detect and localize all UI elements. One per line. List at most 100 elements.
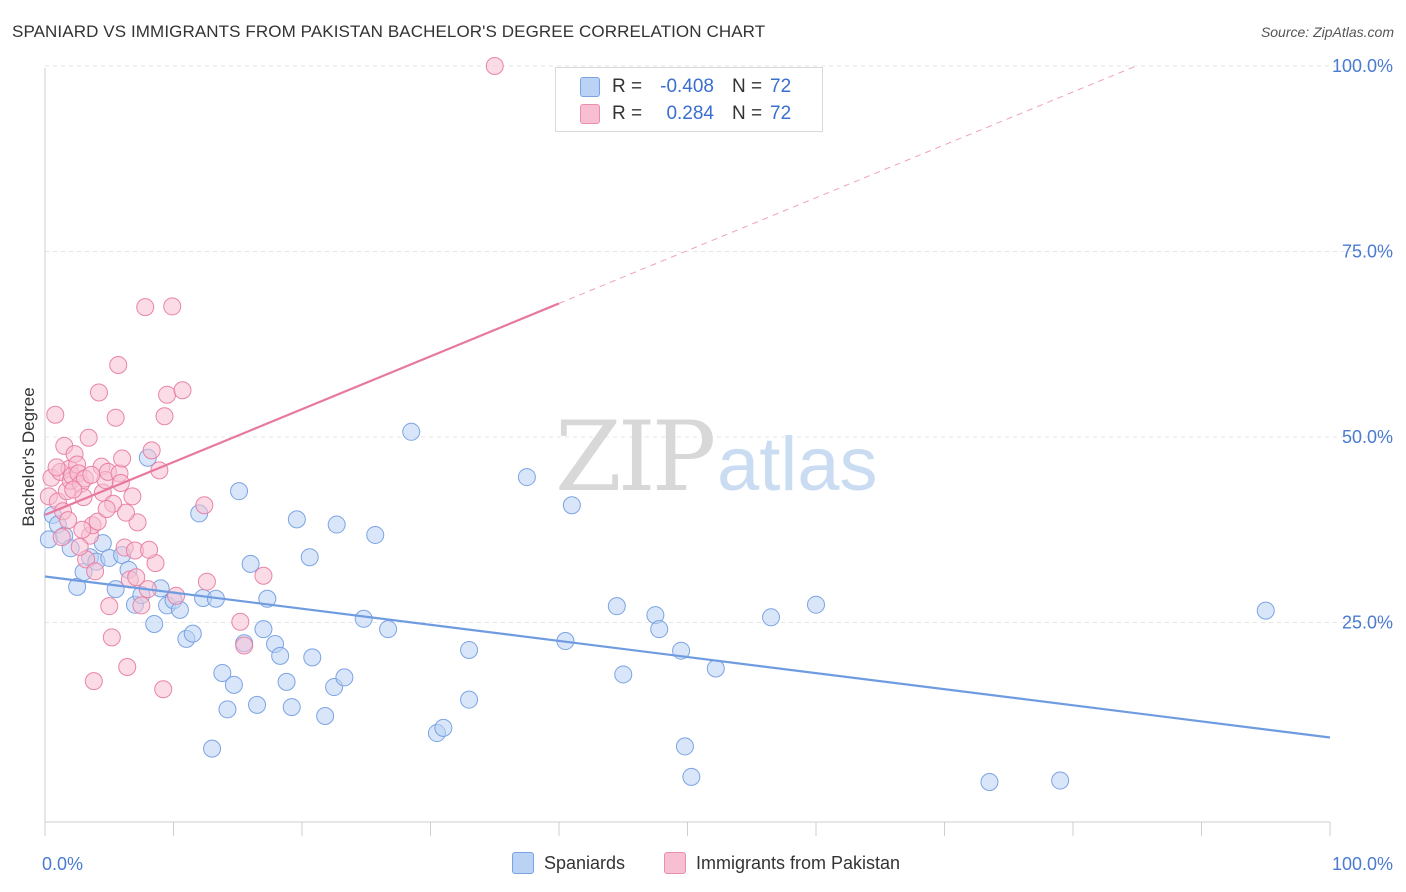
spaniards-point [68,577,87,596]
legend-item-pakistan[interactable]: Immigrants from Pakistan [664,852,900,874]
spaniards-point [218,700,237,719]
pakistan-point [82,465,101,484]
pakistan-point [113,449,132,468]
pakistan-point [127,568,146,587]
spaniards-point [145,614,164,633]
spaniards-point [282,698,301,717]
pakistan-point [59,511,78,530]
spaniards-swatch [580,77,600,97]
spaniards-swatch [512,852,534,874]
watermark-atlas: atlas [717,422,878,507]
pakistan-point [132,596,151,615]
pakistan-point [142,441,161,460]
pakistan-swatch [664,852,686,874]
correlation-legend: R = -0.408 N = 72 R = 0.284 N = 72 [555,67,823,132]
pakistan-point [89,383,108,402]
pakistan-point [136,298,155,317]
pakistan-point [485,57,504,75]
legend-label: Spaniards [544,852,626,873]
pakistan-point [197,572,216,591]
spaniards-point [682,767,701,786]
spaniards-point [335,668,354,687]
pakistan-trendline-extension [558,65,1138,304]
spaniards-point [327,515,346,534]
pakistan-point [155,407,174,426]
spaniards-point [230,482,249,501]
chart-title: SPANIARD VS IMMIGRANTS FROM PAKISTAN BAC… [12,22,766,41]
r-label: R = [612,76,643,97]
pakistan-point [88,512,107,531]
pakistan-point [100,597,119,616]
legend-item-spaniards[interactable]: Spaniards [512,852,625,874]
spaniards-point [517,468,536,487]
spaniards-point [460,690,479,709]
pakistan-point [167,586,186,605]
y-tick-label: 75.0% [1342,242,1393,262]
pakistan-point [86,562,105,581]
spaniards-point [614,665,633,684]
spaniards-point [1256,601,1275,620]
y-tick-label: 100.0% [1332,56,1393,76]
pakistan-point [154,680,173,699]
pakistan-trendline [44,302,560,516]
pakistan-point [123,487,142,506]
pakistan-point [254,566,273,585]
y-tick-label: 25.0% [1342,613,1393,633]
n-value: 72 [770,76,792,97]
spaniards-point [254,620,273,639]
pakistan-point [140,540,159,559]
pakistan-point [46,405,65,424]
pakistan-point [163,297,182,316]
r-value: 0.284 [666,103,714,124]
pakistan-point [52,528,71,547]
n-label: N = [732,76,763,97]
pakistan-point [116,503,135,522]
spaniards-point [762,608,781,627]
pakistan-point [118,658,137,677]
spaniards-trendline [44,575,1331,739]
spaniards-point [366,525,385,544]
spaniards-point [354,609,373,628]
pakistan-point [84,672,103,691]
spaniards-point [300,548,319,567]
pakistan-point [106,408,125,427]
pakistan-point [47,458,66,477]
pakistan-point [109,356,128,375]
spaniards-point [650,620,669,639]
x-tick-label: 0.0% [42,854,83,874]
spaniards-point [460,640,479,659]
y-tick-label: 50.0% [1342,427,1393,447]
spaniards-point [213,663,232,682]
spaniards-point [402,422,421,441]
y-axis-label: Bachelor's Degree [19,387,38,526]
spaniards-point [316,706,335,725]
spaniards-point [183,624,202,643]
n-value: 72 [770,103,792,124]
spaniards-point [562,496,581,515]
spaniards-point [434,718,453,737]
spaniards-point [271,646,290,665]
spaniards-point [241,554,260,573]
spaniards-point [203,739,222,758]
pakistan-point [235,636,254,655]
spaniards-point [980,773,999,792]
x-tick-label: 100.0% [1332,854,1393,874]
spaniards-point [224,675,243,694]
spaniards-point [379,620,398,639]
pakistan-point [70,537,89,556]
spaniards-point [607,597,626,616]
pakistan-point [79,428,98,447]
spaniards-point [287,510,306,529]
spaniards-point [807,595,825,614]
series-legend: Spaniards Immigrants from Pakistan [0,852,1406,876]
pakistan-point [231,612,250,631]
pakistan-point [195,496,214,515]
spaniards-point [706,659,725,678]
n-label: N = [732,103,763,124]
pakistan-point [102,628,121,647]
watermark-zip: ZIP [555,401,714,513]
spaniards-point [277,672,296,691]
spaniards-point [303,648,322,667]
r-value: -0.408 [660,76,714,97]
